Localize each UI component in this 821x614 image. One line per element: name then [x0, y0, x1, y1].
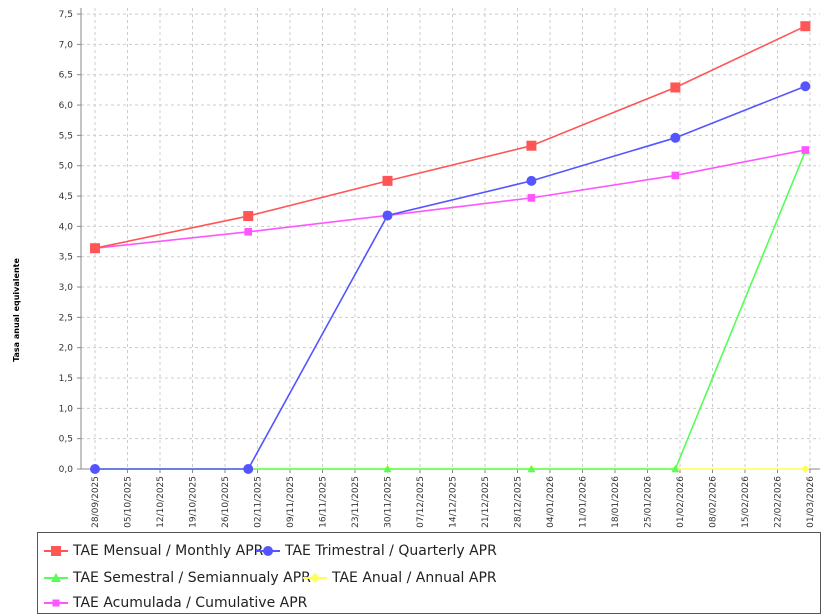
y-tick-label: 6,5	[59, 71, 73, 81]
legend-swatch	[256, 546, 280, 556]
data-point	[801, 146, 810, 154]
series-line	[94, 149, 806, 250]
x-tick-label: 18/01/2026	[611, 476, 621, 528]
x-tick-label: 07/12/2025	[416, 476, 426, 528]
legend-label: TAE Anual / Annual APR	[332, 570, 497, 586]
legend-swatch	[44, 599, 68, 607]
data-point	[670, 132, 681, 143]
series-0	[90, 21, 811, 254]
legend-swatch	[44, 573, 68, 582]
data-point	[671, 171, 680, 180]
x-tick-label: 26/10/2025	[221, 476, 231, 528]
plot-area	[81, 8, 820, 469]
legend-item: TAE Trimestral / Quarterly APR	[255, 541, 497, 561]
data-point	[527, 194, 536, 202]
x-tick-label: 01/02/2026	[676, 476, 686, 528]
y-tick-label: 2,0	[59, 344, 74, 354]
y-tick-label: 7,5	[59, 10, 73, 20]
data-point	[527, 465, 536, 473]
series-line	[94, 25, 806, 249]
data-point	[244, 228, 253, 236]
x-tick-label: 09/11/2025	[286, 476, 296, 528]
y-tick-label: 5,5	[59, 131, 73, 141]
y-tick-label: 1,5	[59, 374, 73, 384]
y-tick-label: 4,5	[59, 192, 73, 202]
data-point	[382, 210, 393, 221]
y-tick-label: 1,0	[59, 404, 74, 414]
legend-item: TAE Acumulada / Cumulative APR	[43, 593, 307, 613]
x-tick-label: 05/10/2025	[124, 476, 134, 528]
y-tick-label: 3,0	[59, 283, 74, 293]
x-tick-label: 30/11/2025	[384, 476, 394, 528]
series-1	[90, 81, 811, 474]
data-point	[90, 464, 100, 474]
x-axis-ticks: 28/09/2025 05/10/2025 12/10/2025 19/10/2025…	[91, 469, 816, 528]
data-point	[526, 140, 537, 151]
x-tick-label: 25/01/2026	[644, 476, 654, 528]
x-tick-label: 15/02/2026	[741, 476, 751, 528]
series-group	[90, 21, 811, 474]
x-tick-label: 04/01/2026	[546, 476, 556, 528]
legend-item: TAE Anual / Annual APR	[302, 568, 497, 588]
legend-item: TAE Semestral / Semiannualy APR	[43, 568, 311, 588]
y-tick-label: 4,0	[59, 222, 74, 232]
x-tick-label: 16/11/2025	[319, 476, 329, 528]
legend-item: TAE Mensual / Monthly APR	[43, 541, 263, 561]
y-axis-ticks: 0,0 0,5 1,0 1,5 2,0 2,5 3,0 3,5 4,0 4,5 5,0 5,5 6,0 6…	[59, 10, 81, 475]
x-tick-label: 28/12/2025	[514, 476, 524, 528]
x-tick-label: 14/12/2025	[449, 476, 459, 528]
legend-label: TAE Mensual / Monthly APR	[73, 543, 264, 559]
data-point	[383, 465, 392, 473]
data-point	[90, 243, 100, 254]
x-tick-label: 19/10/2025	[189, 476, 199, 528]
y-tick-label: 6,0	[59, 101, 74, 111]
y-tick-label: 7,0	[59, 40, 74, 50]
data-point	[670, 82, 681, 93]
data-point	[526, 175, 537, 186]
line-chart: 0,0 0,5 1,0 1,5 2,0 2,5 3,0 3,5 4,0 4,5 5,0 5,5 6,0 6…	[12, 8, 820, 528]
legend-swatch	[44, 546, 68, 556]
y-tick-label: 0,0	[59, 465, 74, 475]
data-point	[243, 211, 254, 222]
y-tick-label: 5,0	[59, 162, 74, 172]
data-point	[801, 465, 810, 473]
x-tick-label: 11/01/2026	[579, 476, 589, 528]
x-tick-label: 02/11/2025	[254, 476, 264, 528]
x-tick-label: 23/11/2025	[351, 476, 361, 528]
legend: TAE Mensual / Monthly APR TAE Trimestral …	[37, 532, 821, 614]
x-tick-label: 08/02/2026	[709, 476, 719, 528]
legend-label: TAE Acumulada / Cumulative APR	[73, 595, 308, 611]
x-tick-label: 28/09/2025	[91, 476, 101, 528]
data-point	[243, 464, 254, 474]
x-tick-label: 12/10/2025	[156, 476, 166, 528]
y-tick-label: 0,5	[59, 435, 73, 445]
y-tick-label: 3,5	[59, 253, 73, 263]
x-tick-label: 21/12/2025	[481, 476, 491, 528]
data-point	[800, 21, 811, 32]
y-axis-label: Tasa anual equivalente	[12, 258, 21, 362]
data-point	[382, 175, 393, 186]
legend-label: TAE Semestral / Semiannualy APR	[73, 570, 311, 586]
x-tick-label: 01/03/2026	[806, 476, 816, 528]
data-point	[800, 81, 811, 92]
x-tick-label: 22/02/2026	[774, 476, 784, 528]
data-point	[671, 465, 680, 473]
series-line	[95, 85, 806, 470]
legend-swatch	[303, 573, 327, 583]
legend-label: TAE Trimestral / Quarterly APR	[285, 543, 497, 559]
y-tick-label: 2,5	[59, 313, 73, 323]
